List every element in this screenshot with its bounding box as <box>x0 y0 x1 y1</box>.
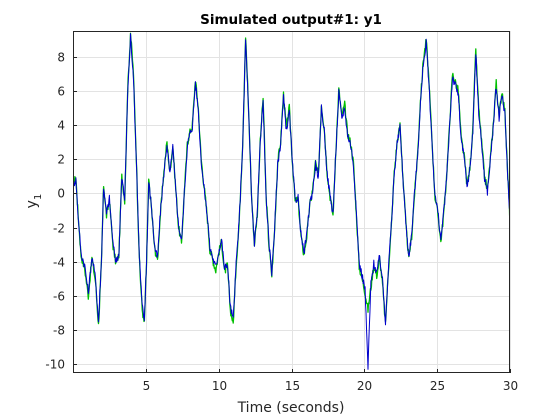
y-tick-label: -10 <box>45 358 65 372</box>
y-axis-label-main: y <box>24 200 40 208</box>
x-tick-label: 5 <box>143 379 151 393</box>
series-line-blue <box>73 33 510 370</box>
x-axis-label: Time (seconds) <box>237 400 345 416</box>
series-layer <box>73 32 510 370</box>
tick-layer: 5 10 15 20 25 30 -10 -8 -6 -4 -2 0 2 4 6 8 <box>45 51 518 394</box>
y-tick-label: -6 <box>53 290 65 304</box>
x-tick-label: 30 <box>503 379 518 393</box>
y-tick-label: 0 <box>57 187 65 201</box>
y-axis-label: y1 <box>24 194 44 209</box>
x-tick-label: 25 <box>430 379 445 393</box>
y-tick-label: 2 <box>57 153 65 167</box>
grid <box>73 31 511 373</box>
y-tick-label: 8 <box>57 51 65 65</box>
y-tick-label: 6 <box>57 85 65 99</box>
y-tick-label: 4 <box>57 119 65 133</box>
y-tick-label: -2 <box>53 222 65 236</box>
axes-frame <box>73 31 510 373</box>
y-tick-label: -4 <box>53 256 65 270</box>
x-tick-label: 10 <box>212 379 227 393</box>
chart-title: Simulated output#1: y1 <box>200 12 382 28</box>
x-tick-label: 15 <box>285 379 300 393</box>
x-tick-label: 20 <box>357 379 372 393</box>
y-tick-label: -8 <box>53 324 65 338</box>
y-axis-label-subscript: 1 <box>33 194 44 200</box>
